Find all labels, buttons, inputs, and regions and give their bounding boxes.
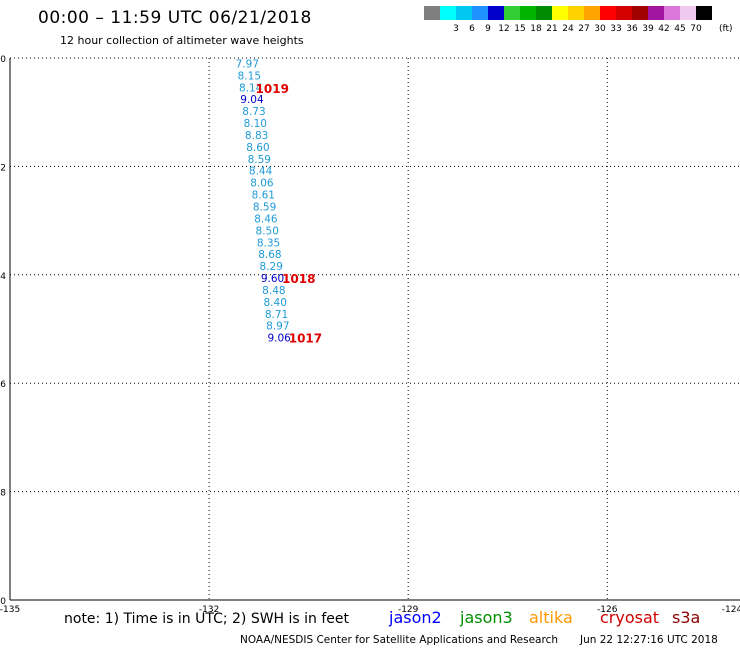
legend-swatch [648,6,664,20]
legend-swatch [616,6,632,20]
legend-label: 18 [530,24,542,34]
legend-unit: (ft) [719,24,733,34]
legend-swatch [584,6,600,20]
legend-swatch [696,6,712,20]
legend-swatch [424,6,440,20]
footer-note: note: 1) Time is in UTC; 2) SWH is in fe… [64,611,350,627]
wave-height-label: 9.06 [267,333,291,345]
legend-swatch [664,6,680,20]
wave-height-label: 9.60 [261,273,284,285]
legend-label: 15 [514,24,526,34]
wave-height-label: 8.73 [242,106,265,118]
y-tick-label: -8 [0,489,6,499]
wave-height-label: 7.97 [236,58,259,70]
wave-height-label: 8.14 [239,82,263,94]
x-tick-label: -126 [597,605,618,615]
wave-height-label: 8.06 [250,178,274,190]
y-tick-label: -6 [0,380,6,390]
chart-subtitle: 12 hour collection of altimeter wave hei… [60,34,304,47]
legend-swatch [456,6,472,20]
credit-line: NOAA/NESDIS Center for Satellite Applica… [240,634,558,646]
legend-swatch [568,6,584,20]
legend-label: 21 [546,24,558,34]
legend-altika: altika [529,608,573,627]
y-tick-label: -10 [0,597,6,607]
legend-label: 36 [626,24,638,34]
legend-swatch [552,6,568,20]
wave-height-label: 8.29 [260,261,283,273]
wave-height-label: 8.40 [264,297,287,309]
wave-height-label: 8.61 [252,190,275,202]
legend-label: 42 [658,24,670,34]
legend-label: 45 [674,24,686,34]
wave-height-label: 8.15 [238,70,261,82]
wave-height-label: 8.97 [266,321,289,333]
legend-jason3: jason3 [460,608,513,627]
x-tick-label: -135 [0,605,20,615]
wave-height-label: 8.59 [253,202,276,214]
y-tick-label: -2 [0,163,6,173]
wave-height-label: 8.10 [244,118,267,130]
legend-swatch [520,6,536,20]
wave-height-label: 8.44 [249,166,273,178]
legend-swatch [504,6,520,20]
legend-jason2: jason2 [389,608,442,627]
legend-label: 70 [690,24,702,34]
wave-height-label: 8.71 [265,309,288,321]
y-tick-label: -4 [0,272,6,282]
wave-height-label: 9.04 [240,94,264,106]
legend-swatch [440,6,456,20]
annotation-label: 1018 [282,272,315,286]
wave-height-label: 8.60 [246,142,269,154]
legend-label: 30 [594,24,606,34]
legend-label: 3 [453,24,459,34]
y-tick-label: 0 [0,55,6,65]
x-tick-label: -129 [398,605,419,615]
legend-label: 9 [485,24,491,34]
legend-swatch [632,6,648,20]
legend-swatch [600,6,616,20]
chart-title: 00:00 – 11:59 UTC 06/21/2018 [38,8,312,28]
wave-height-label: 8.83 [245,130,268,142]
legend-cryosat: cryosat [600,608,660,627]
wave-height-label: 8.68 [258,249,281,261]
wave-height-label: 8.46 [254,213,278,225]
legend-swatch [488,6,504,20]
legend-swatch [472,6,488,20]
wave-height-label: 8.35 [257,237,280,249]
legend-label: 27 [578,24,590,34]
x-tick-label: -132 [199,605,219,615]
legend-swatch [536,6,552,20]
x-tick-label: -124 [722,605,740,615]
wave-height-label: 8.59 [248,154,271,166]
legend-label: 12 [498,24,510,34]
annotation-label: 1017 [289,332,322,346]
legend-swatch [680,6,696,20]
generated-timestamp: Jun 22 12:27:16 UTC 2018 [580,634,718,646]
legend-label: 24 [562,24,574,34]
annotation-label: 1019 [256,82,289,96]
legend-s3a: s3a [672,608,701,627]
legend-label: 6 [469,24,475,34]
wave-height-label: 8.48 [262,285,285,297]
legend-label: 33 [610,24,622,34]
wave-height-label: 8.50 [256,225,279,237]
legend-label: 39 [642,24,654,34]
